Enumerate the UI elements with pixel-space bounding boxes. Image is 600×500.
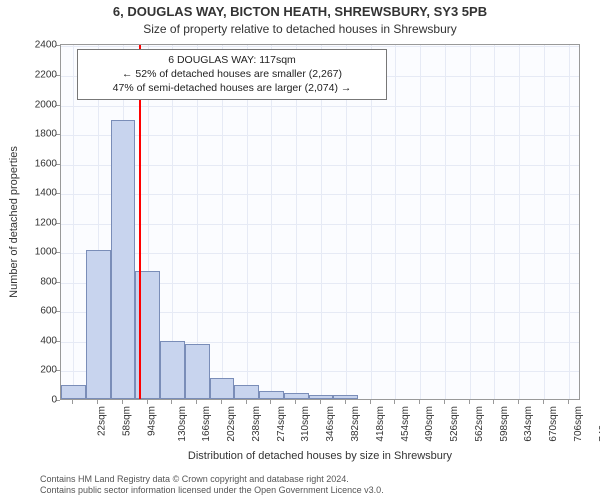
x-axis-title: Distribution of detached houses by size … [60,450,580,462]
chart-title-2: Size of property relative to detached ho… [0,22,600,36]
x-tick-label: 670sqm [548,406,559,442]
footer-line2: Contains public sector information licen… [40,485,590,496]
gridline-v [569,45,570,399]
gridline-v [519,45,520,399]
y-tick-label: 200 [17,365,57,376]
histogram-bar [333,395,358,399]
x-tick [469,400,470,404]
x-tick-label: 130sqm [177,406,188,442]
footer-line1: Contains HM Land Registry data © Crown c… [40,474,590,485]
gridline-v [395,45,396,399]
x-tick-label: 94sqm [146,406,157,436]
x-tick [147,400,148,404]
histogram-bar [111,120,136,399]
histogram-bar [259,391,284,399]
x-tick-label: 22sqm [97,406,108,436]
y-tick-label: 1800 [17,129,57,140]
plot-area: 6 DOUGLAS WAY: 117sqm ← 52% of detached … [60,44,580,400]
x-tick [270,400,271,404]
x-tick-label: 58sqm [122,406,133,436]
x-tick-label: 562sqm [474,406,485,442]
x-tick [370,400,371,404]
x-tick [493,400,494,404]
y-tick-label: 600 [17,306,57,317]
y-tick-label: 1200 [17,217,57,228]
histogram-bar [185,344,210,399]
x-tick [122,400,123,404]
x-tick-label: 706sqm [573,406,584,442]
x-tick [320,400,321,404]
annotation-line3: 47% of semi-detached houses are larger (… [84,81,380,95]
chart-container: 6, DOUGLAS WAY, BICTON HEATH, SHREWSBURY… [0,0,600,500]
x-tick [72,400,73,404]
x-tick [221,400,222,404]
x-tick-label: 598sqm [499,406,510,442]
x-tick [295,400,296,404]
x-tick [345,400,346,404]
footer: Contains HM Land Registry data © Crown c… [40,474,590,496]
histogram-bar [160,341,185,399]
annotation-box: 6 DOUGLAS WAY: 117sqm ← 52% of detached … [77,49,387,100]
x-tick-label: 274sqm [276,406,287,442]
y-tick-label: 2200 [17,70,57,81]
y-tick-label: 1400 [17,188,57,199]
x-tick [196,400,197,404]
x-tick-label: 238sqm [251,406,262,442]
x-tick [518,400,519,404]
x-tick [171,400,172,404]
histogram-bar [284,393,309,399]
histogram-bar [210,378,235,399]
x-tick [444,400,445,404]
x-tick-label: 310sqm [301,406,312,442]
y-tick-label: 400 [17,335,57,346]
x-tick-label: 490sqm [424,406,435,442]
y-tick-label: 2400 [17,40,57,51]
y-tick-label: 2000 [17,99,57,110]
gridline-v [73,45,74,399]
x-tick [246,400,247,404]
y-tick-label: 1600 [17,158,57,169]
x-tick-label: 454sqm [400,406,411,442]
histogram-bar [309,395,334,399]
x-tick-label: 382sqm [350,406,361,442]
x-tick [568,400,569,404]
x-tick-label: 526sqm [449,406,460,442]
y-tick-label: 1000 [17,247,57,258]
annotation-line2: ← 52% of detached houses are smaller (2,… [84,67,380,81]
chart-title-1: 6, DOUGLAS WAY, BICTON HEATH, SHREWSBURY… [0,4,600,19]
histogram-bar [61,385,86,399]
x-tick [543,400,544,404]
x-tick-label: 202sqm [226,406,237,442]
x-tick-label: 418sqm [375,406,386,442]
x-tick-label: 346sqm [325,406,336,442]
x-tick [97,400,98,404]
annotation-line1: 6 DOUGLAS WAY: 117sqm [84,53,380,67]
gridline-v [470,45,471,399]
histogram-bar [86,250,111,399]
x-tick [394,400,395,404]
x-tick-label: 634sqm [523,406,534,442]
gridline-v [420,45,421,399]
x-tick [419,400,420,404]
x-tick-label: 166sqm [202,406,213,442]
histogram-bar [234,385,259,399]
gridline-v [445,45,446,399]
y-tick-label: 800 [17,276,57,287]
gridline-v [494,45,495,399]
gridline-v [544,45,545,399]
y-tick-label: 0 [17,395,57,406]
